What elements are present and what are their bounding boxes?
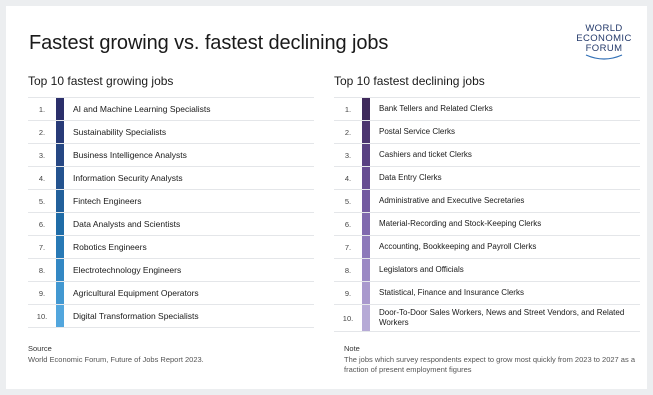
- rank-color-bar: [56, 190, 64, 212]
- page-title: Fastest growing vs. fastest declining jo…: [29, 32, 389, 54]
- growing-job-row: 5. Fintech Engineers: [28, 190, 314, 213]
- rank-number: 7.: [344, 242, 352, 252]
- rank-number: 3.: [344, 150, 352, 160]
- rank-number: 4.: [344, 173, 352, 183]
- infographic-card: Fastest growing vs. fastest declining jo…: [6, 6, 647, 389]
- note-text: The jobs which survey respondents expect…: [344, 355, 635, 374]
- job-title: Legislators and Officials: [379, 265, 464, 274]
- logo-line-2: ECONOMIC: [576, 33, 632, 44]
- rank-number: 8.: [38, 265, 46, 275]
- declining-jobs-list: 1. Bank Tellers and Related Clerks 2. Posta…: [334, 97, 640, 332]
- rank-color-bar: [362, 190, 370, 212]
- job-title: Business Intelligence Analysts: [73, 150, 187, 160]
- declining-job-row: 3. Cashiers and ticket Clerks: [334, 144, 640, 167]
- rank-number: 5.: [344, 196, 352, 206]
- rank-number: 9.: [344, 288, 352, 298]
- rank-color-bar: [362, 259, 370, 281]
- declining-job-row: 8. Legislators and Officials: [334, 259, 640, 282]
- job-title: Agricultural Equipment Operators: [73, 288, 199, 298]
- growing-job-row: 6. Data Analysts and Scientists: [28, 213, 314, 236]
- logo-line-1: WORLD: [585, 23, 623, 34]
- rank-color-bar: [362, 213, 370, 235]
- job-title: Postal Service Clerks: [379, 127, 456, 136]
- rank-color-bar: [362, 121, 370, 143]
- rank-number: 8.: [344, 265, 352, 275]
- declining-job-row: 2. Postal Service Clerks: [334, 121, 640, 144]
- job-title: Door-To-Door Sales Workers, News and Str…: [379, 308, 625, 327]
- rank-color-bar: [56, 144, 64, 166]
- rank-color-bar: [362, 236, 370, 258]
- rank-number: 2.: [38, 127, 46, 137]
- job-title: Cashiers and ticket Clerks: [379, 150, 472, 159]
- declining-job-row: 9. Statistical, Finance and Insurance Cle…: [334, 282, 640, 305]
- rank-number: 6.: [344, 219, 352, 229]
- job-title: Statistical, Finance and Insurance Clerk…: [379, 288, 524, 297]
- job-title: Electrotechnology Engineers: [73, 265, 182, 275]
- job-title: Material-Recording and Stock-Keeping Cle…: [379, 219, 542, 228]
- rank-number: 9.: [38, 288, 46, 298]
- growing-jobs-column: Top 10 fastest growing jobs 1. AI and Mac…: [28, 74, 314, 328]
- rank-color-bar: [56, 282, 64, 304]
- rank-number: 1.: [344, 104, 352, 114]
- rank-color-bar: [56, 259, 64, 281]
- growing-job-row: 3. Business Intelligence Analysts: [28, 144, 314, 167]
- growing-job-row: 1. AI and Machine Learning Specialists: [28, 98, 314, 121]
- rank-color-bar: [56, 213, 64, 235]
- rank-color-bar: [362, 144, 370, 166]
- job-title: Bank Tellers and Related Clerks: [379, 104, 493, 113]
- source-block: Source World Economic Forum, Future of J…: [28, 344, 298, 365]
- note-block: Note The jobs which survey respondents e…: [344, 344, 639, 375]
- job-title: Data Entry Clerks: [379, 173, 442, 182]
- declining-job-row: 7. Accounting, Bookkeeping and Payroll Cl…: [334, 236, 640, 259]
- job-title: Digital Transformation Specialists: [73, 311, 199, 321]
- growing-job-row: 9. Agricultural Equipment Operators: [28, 282, 314, 305]
- wef-logo: WORLD ECONOMIC FORUM: [575, 24, 633, 60]
- rank-color-bar: [362, 282, 370, 304]
- rank-number: 3.: [38, 150, 46, 160]
- declining-job-row: 10. Door-To-Door Sales Workers, News and …: [334, 305, 640, 332]
- rank-number: 7.: [38, 242, 46, 252]
- growing-jobs-heading: Top 10 fastest growing jobs: [28, 74, 174, 88]
- growing-job-row: 4. Information Security Analysts: [28, 167, 314, 190]
- logo-arc-icon: [585, 54, 623, 60]
- job-title: Accounting, Bookkeeping and Payroll Cler…: [379, 242, 537, 251]
- job-title: Information Security Analysts: [73, 173, 183, 183]
- source-text: World Economic Forum, Future of Jobs Rep…: [28, 355, 204, 364]
- growing-job-row: 10. Digital Transformation Specialists: [28, 305, 314, 328]
- growing-job-row: 8. Electrotechnology Engineers: [28, 259, 314, 282]
- rank-number: 2.: [344, 127, 352, 137]
- rank-number: 4.: [38, 173, 46, 183]
- job-title: Data Analysts and Scientists: [73, 219, 181, 229]
- rank-number: 10.: [36, 311, 48, 321]
- growing-job-row: 2. Sustainability Specialists: [28, 121, 314, 144]
- rank-color-bar: [56, 167, 64, 189]
- rank-color-bar: [362, 167, 370, 189]
- job-title: Sustainability Specialists: [73, 127, 167, 137]
- declining-job-row: 6. Material-Recording and Stock-Keeping C…: [334, 213, 640, 236]
- rank-color-bar: [362, 305, 370, 331]
- declining-job-row: 1. Bank Tellers and Related Clerks: [334, 98, 640, 121]
- job-title: Administrative and Executive Secretaries: [379, 196, 525, 205]
- rank-color-bar: [56, 305, 64, 327]
- logo-line-3: FORUM: [585, 43, 623, 54]
- rank-number: 5.: [38, 196, 46, 206]
- rank-number: 10.: [342, 313, 354, 323]
- rank-color-bar: [56, 236, 64, 258]
- job-title: AI and Machine Learning Specialists: [73, 104, 211, 114]
- growing-job-row: 7. Robotics Engineers: [28, 236, 314, 259]
- note-heading: Note: [344, 344, 360, 353]
- job-title: Robotics Engineers: [73, 242, 147, 252]
- declining-jobs-column: Top 10 fastest declining jobs 1. Bank Tel…: [334, 74, 640, 332]
- rank-number: 1.: [38, 104, 46, 114]
- rank-color-bar: [56, 98, 64, 120]
- job-title: Fintech Engineers: [73, 196, 142, 206]
- rank-number: 6.: [38, 219, 46, 229]
- declining-job-row: 5. Administrative and Executive Secretari…: [334, 190, 640, 213]
- growing-jobs-list: 1. AI and Machine Learning Specialists 2. S…: [28, 97, 314, 328]
- rank-color-bar: [362, 98, 370, 120]
- declining-job-row: 4. Data Entry Clerks: [334, 167, 640, 190]
- source-heading: Source: [28, 344, 52, 353]
- rank-color-bar: [56, 121, 64, 143]
- declining-jobs-heading: Top 10 fastest declining jobs: [334, 74, 485, 88]
